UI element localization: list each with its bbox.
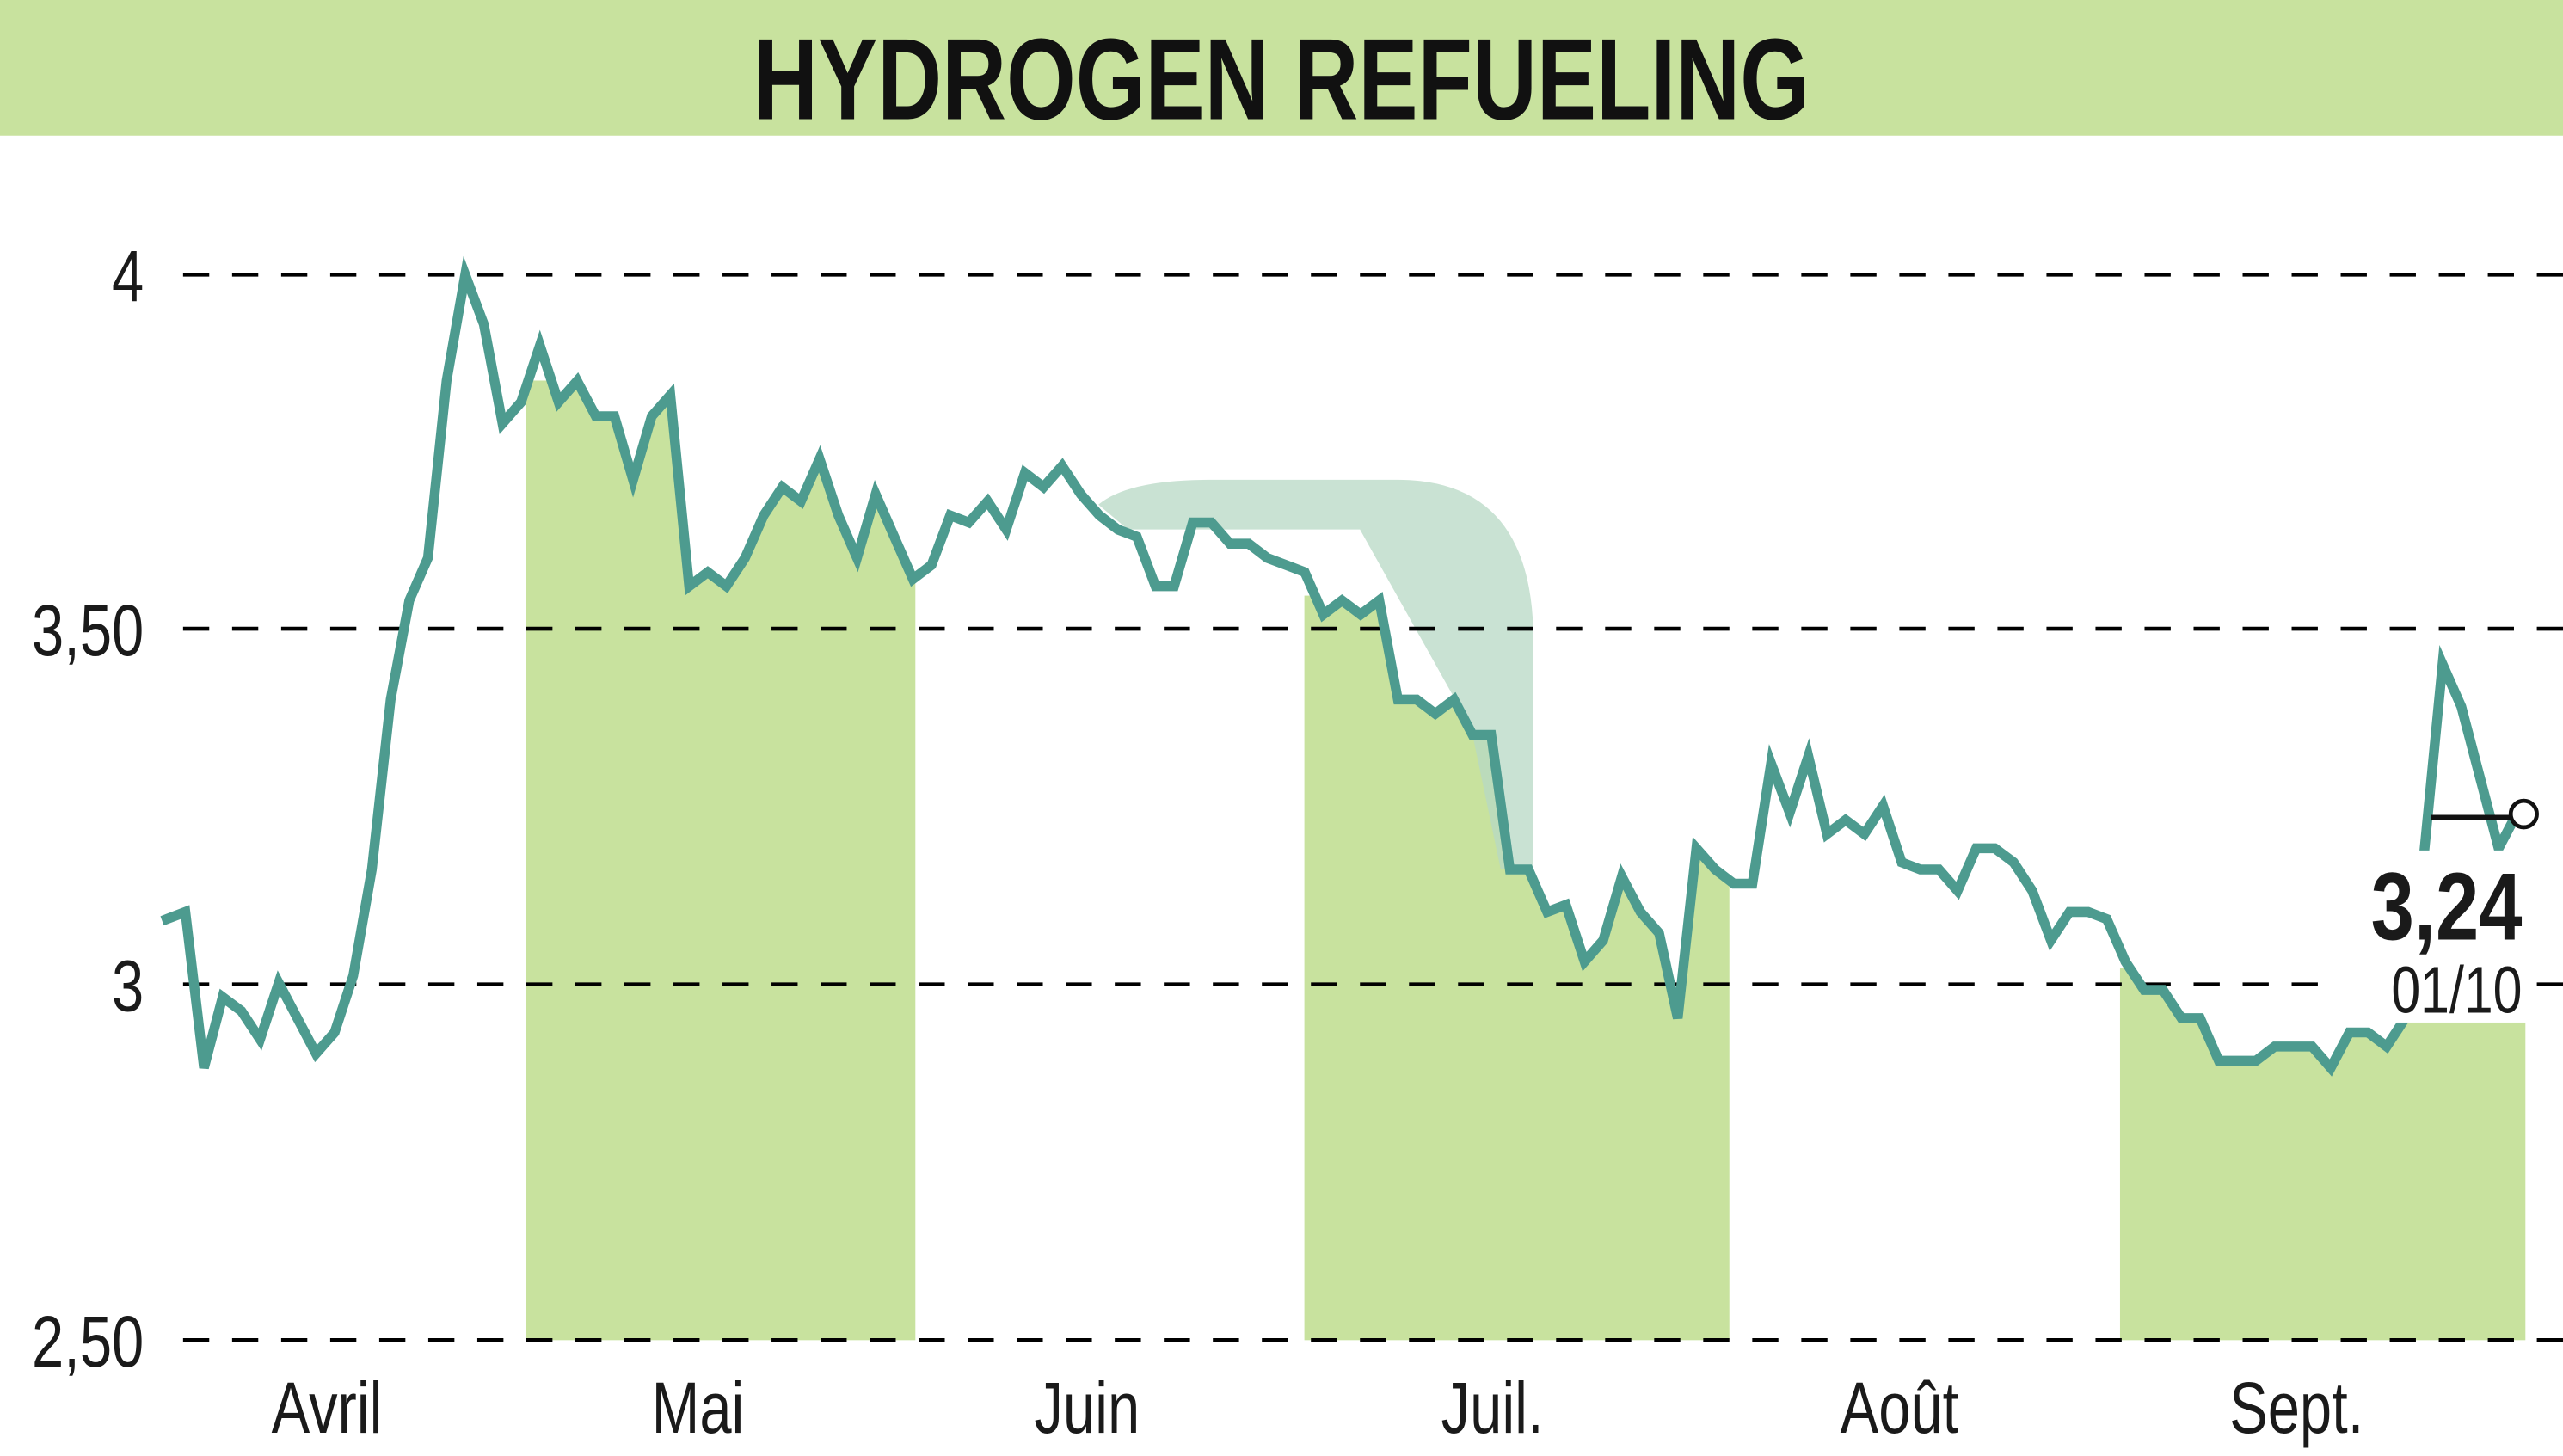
x-tick-label: Juin: [1034, 1368, 1140, 1449]
x-tick-label: Sept.: [2229, 1368, 2363, 1449]
last-value-date: 01/10: [2391, 953, 2522, 1028]
x-tick-label: Août: [1841, 1368, 1959, 1449]
price-line: [160, 255, 2524, 1077]
last-value-circle-icon: [2508, 798, 2539, 830]
y-tick-label: 2,50: [32, 1302, 144, 1383]
y-tick-label: 3: [112, 946, 144, 1027]
x-tick-label: Juil.: [1441, 1368, 1544, 1449]
x-tick-label: Avril: [272, 1368, 383, 1449]
arrow-watermark: [1098, 479, 1533, 869]
chart-title: HYDROGEN REFUELING: [753, 15, 1810, 144]
last-value-price: 3,24: [2371, 853, 2523, 961]
y-axis: 4 3,50 3 2,50: [32, 237, 144, 1383]
title-band: [0, 0, 2563, 136]
y-tick-label: 4: [112, 237, 144, 317]
x-tick-label: Mai: [652, 1368, 745, 1449]
gridlines: [182, 273, 2563, 1342]
x-axis: Avril Mai Juin Juil. Août Sept.: [272, 1368, 2364, 1449]
y-tick-label: 3,50: [32, 590, 144, 671]
last-value-marker: 3,24 01/10: [2320, 798, 2539, 1028]
last-value-label-bg: [2320, 850, 2528, 1023]
